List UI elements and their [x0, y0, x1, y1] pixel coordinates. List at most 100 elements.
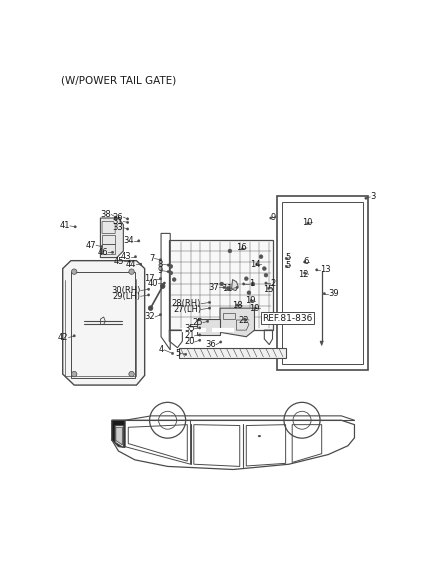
Text: 27(LH): 27(LH)	[173, 305, 201, 314]
Circle shape	[323, 292, 325, 295]
Text: 2: 2	[271, 279, 276, 288]
Text: 33: 33	[113, 223, 124, 232]
Circle shape	[167, 271, 170, 273]
Circle shape	[316, 269, 318, 271]
Circle shape	[159, 313, 162, 316]
Text: 28(RH): 28(RH)	[172, 299, 201, 308]
Text: 10: 10	[302, 218, 313, 227]
Circle shape	[236, 304, 238, 306]
Circle shape	[100, 246, 102, 248]
Text: 35: 35	[184, 324, 195, 333]
Text: 8: 8	[157, 260, 163, 269]
Circle shape	[129, 269, 134, 274]
Text: 37: 37	[209, 283, 220, 292]
Text: 42: 42	[58, 333, 69, 342]
Text: 20: 20	[184, 337, 195, 347]
Circle shape	[129, 371, 134, 377]
Text: 31: 31	[113, 217, 124, 226]
Circle shape	[270, 217, 272, 219]
Circle shape	[148, 294, 150, 296]
Text: 25: 25	[192, 318, 203, 327]
Text: 16: 16	[236, 243, 247, 252]
Text: 26: 26	[113, 212, 124, 222]
Text: 9: 9	[271, 212, 276, 222]
Text: 29(LH): 29(LH)	[113, 292, 141, 301]
Polygon shape	[169, 240, 272, 330]
Circle shape	[247, 291, 251, 295]
Circle shape	[285, 265, 288, 268]
Circle shape	[171, 352, 174, 355]
Text: 14: 14	[250, 260, 261, 269]
Circle shape	[209, 307, 211, 309]
Circle shape	[250, 300, 253, 302]
Circle shape	[198, 327, 201, 329]
Text: 19: 19	[245, 296, 255, 305]
Circle shape	[226, 287, 230, 290]
Text: 41: 41	[59, 222, 70, 231]
Circle shape	[71, 269, 77, 274]
Text: 3: 3	[370, 192, 376, 202]
Text: 4: 4	[159, 345, 165, 355]
Circle shape	[126, 218, 129, 220]
Circle shape	[137, 240, 140, 242]
Text: 5: 5	[285, 253, 291, 262]
Text: 38: 38	[101, 210, 111, 219]
Polygon shape	[63, 260, 145, 385]
Circle shape	[129, 260, 131, 262]
Text: 18: 18	[232, 301, 242, 311]
Text: 9: 9	[157, 266, 163, 275]
Circle shape	[140, 263, 142, 266]
Circle shape	[126, 228, 129, 230]
Text: 43: 43	[120, 252, 131, 261]
Polygon shape	[231, 280, 238, 291]
Circle shape	[220, 282, 224, 286]
Circle shape	[74, 226, 76, 228]
Text: 5: 5	[285, 261, 291, 270]
Text: 45: 45	[114, 256, 124, 266]
Text: 34: 34	[124, 236, 134, 246]
Polygon shape	[197, 319, 220, 335]
Circle shape	[262, 267, 266, 271]
Text: 19: 19	[250, 304, 260, 313]
Text: 1: 1	[249, 279, 254, 288]
Text: 15: 15	[263, 285, 273, 293]
Circle shape	[303, 261, 306, 263]
Circle shape	[148, 306, 153, 311]
Text: 39: 39	[328, 289, 339, 298]
Polygon shape	[116, 427, 122, 445]
Circle shape	[184, 353, 187, 356]
Circle shape	[172, 278, 176, 282]
Circle shape	[126, 221, 129, 224]
Circle shape	[307, 222, 309, 224]
Circle shape	[228, 249, 232, 253]
Circle shape	[135, 256, 137, 258]
Text: 40: 40	[148, 279, 159, 288]
Circle shape	[163, 282, 165, 284]
Text: 22: 22	[239, 316, 249, 324]
Text: 6: 6	[303, 258, 309, 267]
Text: 47: 47	[85, 241, 96, 250]
Circle shape	[265, 282, 267, 284]
Text: (W/POWER TAIL GATE): (W/POWER TAIL GATE)	[61, 75, 176, 85]
Circle shape	[303, 272, 306, 274]
Text: 17: 17	[144, 274, 154, 283]
Circle shape	[254, 307, 257, 309]
Circle shape	[209, 301, 211, 304]
Polygon shape	[179, 348, 286, 358]
Polygon shape	[320, 341, 323, 345]
Text: REF.81-836: REF.81-836	[262, 313, 313, 323]
Circle shape	[167, 264, 170, 266]
Circle shape	[159, 259, 162, 261]
Circle shape	[244, 318, 246, 320]
Text: 11: 11	[222, 284, 233, 293]
Polygon shape	[112, 420, 125, 448]
Circle shape	[198, 339, 201, 341]
Circle shape	[148, 288, 150, 291]
Circle shape	[111, 251, 114, 254]
Polygon shape	[100, 218, 124, 258]
Circle shape	[236, 286, 238, 288]
Circle shape	[241, 248, 244, 250]
Circle shape	[242, 283, 245, 285]
Text: 12: 12	[298, 270, 309, 279]
Polygon shape	[220, 308, 255, 337]
